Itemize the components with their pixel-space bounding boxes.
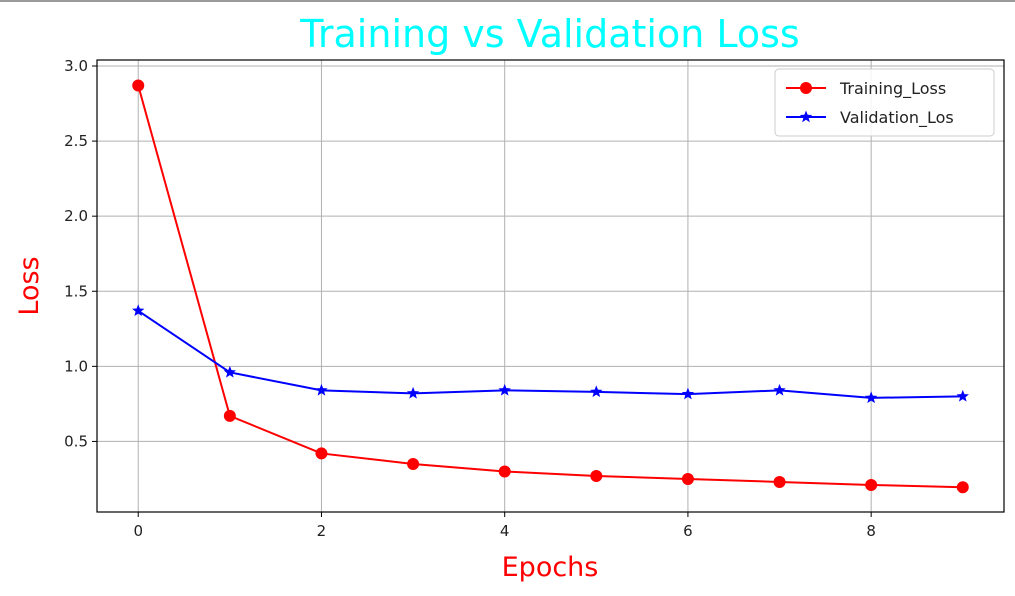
data-point — [132, 79, 145, 92]
data-point — [773, 383, 786, 396]
data-point — [865, 478, 878, 491]
chart-title: Training vs Validation Loss — [299, 12, 799, 56]
legend: Training_Loss Validation_Los — [774, 68, 995, 137]
y-axis-label: Loss — [14, 256, 45, 315]
x-tick-label: 4 — [500, 522, 510, 540]
x-tick-label: 0 — [133, 522, 143, 540]
data-point — [406, 386, 420, 399]
series-line — [137, 85, 963, 489]
data-point — [681, 387, 695, 400]
series-line — [137, 309, 963, 399]
legend-swatch-validation — [786, 110, 826, 123]
data-point — [407, 457, 420, 470]
series-training — [132, 79, 969, 494]
y-axis-ticks: 0.5 1.0 1.5 2.0 2.5 3.0 — [64, 57, 97, 450]
legend-swatch-training — [786, 82, 826, 94]
y-tick-label: 1.0 — [64, 357, 88, 375]
data-point — [223, 409, 236, 422]
data-point — [864, 391, 878, 404]
data-point — [223, 365, 237, 378]
y-tick-label: 3.0 — [64, 57, 88, 75]
legend-label-validation: Validation_Los — [840, 108, 954, 128]
x-axis-ticks: 0 2 4 6 8 — [133, 512, 876, 540]
y-tick-label: 1.5 — [64, 282, 88, 300]
data-point — [315, 383, 328, 396]
data-point — [956, 389, 969, 402]
data-point — [498, 465, 511, 478]
series-layer — [132, 79, 969, 494]
x-tick-label: 6 — [683, 522, 693, 540]
legend-marker — [800, 82, 812, 94]
y-tick-label: 2.5 — [64, 132, 88, 150]
data-point — [315, 447, 328, 460]
data-point — [773, 475, 786, 488]
data-point — [590, 385, 603, 398]
x-tick-label: 2 — [317, 522, 327, 540]
grid — [97, 60, 1004, 512]
data-point — [590, 469, 603, 482]
legend-label-training: Training_Loss — [839, 79, 946, 99]
x-tick-label: 8 — [866, 522, 876, 540]
legend-box — [774, 68, 995, 137]
top-border — [0, 0, 1015, 2]
data-point — [498, 383, 511, 396]
data-point — [132, 304, 145, 317]
data-point — [956, 481, 969, 494]
legend-marker — [799, 110, 813, 123]
y-tick-label: 0.5 — [64, 432, 88, 450]
plot-frame — [96, 59, 1005, 513]
series-validation — [132, 304, 969, 404]
data-point — [681, 472, 694, 485]
x-axis-label: Epochs — [502, 552, 599, 583]
y-tick-label: 2.0 — [64, 207, 88, 225]
